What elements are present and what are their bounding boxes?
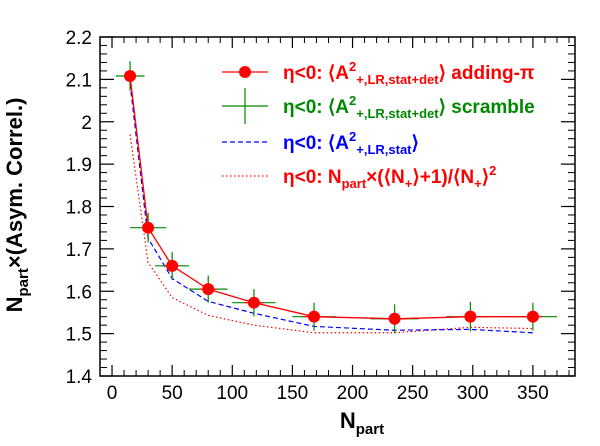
y-tick-label: 1.8 <box>66 198 92 219</box>
legend-label-stat: η<0: ⟨A2+,LR,stat⟩ <box>283 129 419 157</box>
adding-point <box>303 310 325 323</box>
x-tick-label: 0 <box>107 383 118 404</box>
adding-point <box>244 296 264 309</box>
stat-series-line <box>129 83 533 334</box>
y-tick-label: 1.4 <box>66 367 93 388</box>
adding-point <box>164 259 180 272</box>
adding-point <box>199 283 217 296</box>
x-axis-label: Npart <box>340 408 384 438</box>
y-tick-label: 2.2 <box>66 28 92 49</box>
x-tick-label: 100 <box>216 383 248 404</box>
y-tick-label: 1.5 <box>66 325 92 346</box>
y-tick-label: 2.1 <box>66 70 92 91</box>
y-tick-label: 2 <box>81 113 92 134</box>
x-tick-label: 150 <box>277 383 309 404</box>
x-tick-label: 200 <box>337 383 369 404</box>
adding-point <box>459 310 482 323</box>
ratio-series-line <box>129 134 533 334</box>
x-tick-label: 350 <box>517 383 549 404</box>
legend-entry-adding: η<0: ⟨A2+,LR,stat+det⟩ adding-π <box>222 59 535 87</box>
x-tick-label: 50 <box>162 383 183 404</box>
y-axis-label: Npart×(Asym. Correl.) <box>2 98 32 313</box>
x-tick-label: 250 <box>397 383 429 404</box>
adding-point <box>142 221 155 234</box>
adding-point <box>382 312 407 325</box>
x-tick-label: 300 <box>457 383 489 404</box>
legend: η<0: ⟨A2+,LR,stat+det⟩ adding-π η<0: ⟨A2+… <box>222 59 535 191</box>
adding-point <box>124 69 137 82</box>
legend-label-scramble: η<0: ⟨A2+,LR,stat+det⟩ scramble <box>283 93 535 121</box>
legend-label-ratio: η<0: Npart×(⟨N+⟩+1)/⟨N+⟩2 <box>283 163 496 191</box>
adding-point <box>523 310 543 323</box>
legend-entry-ratio: η<0: Npart×(⟨N+⟩+1)/⟨N+⟩2 <box>222 163 496 191</box>
series-layer <box>115 61 557 334</box>
frame <box>99 36 576 377</box>
legend-entry-stat: η<0: ⟨A2+,LR,stat⟩ <box>222 129 419 157</box>
ticks: 0 50 100 150 200 250 300 350 1.4 1.5 1.6 1.7 1.8 1.9 2… <box>66 28 575 404</box>
y-tick-label: 1.9 <box>66 155 92 176</box>
y-tick-label: 1.6 <box>66 282 92 303</box>
y-tick-label: 1.7 <box>66 240 92 261</box>
legend-label-adding: η<0: ⟨A2+,LR,stat+det⟩ adding-π <box>283 59 535 87</box>
legend-entry-scramble: η<0: ⟨A2+,LR,stat+det⟩ scramble <box>222 88 535 124</box>
